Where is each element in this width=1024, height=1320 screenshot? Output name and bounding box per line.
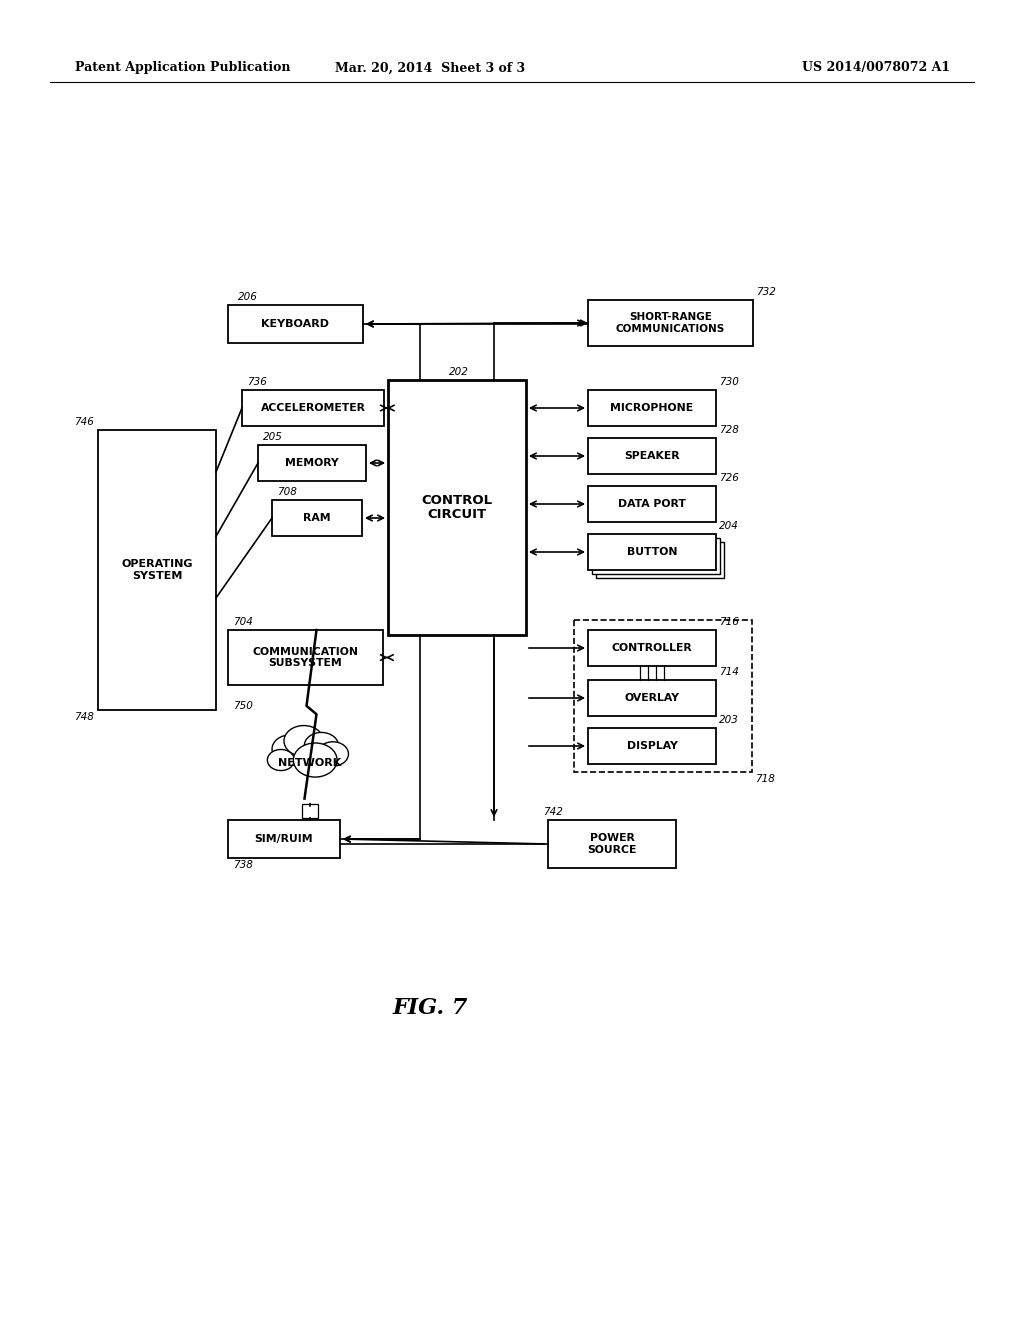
Text: 746: 746 (74, 417, 94, 426)
Ellipse shape (267, 750, 295, 771)
Text: 206: 206 (238, 292, 258, 302)
Text: 202: 202 (449, 367, 469, 378)
Bar (596, 543, 724, 578)
Bar (258, 445, 366, 480)
Bar (228, 630, 383, 685)
Text: 718: 718 (755, 774, 775, 784)
Ellipse shape (304, 733, 339, 759)
Ellipse shape (317, 742, 348, 766)
Text: 708: 708 (278, 487, 297, 498)
Text: 736: 736 (247, 378, 267, 387)
Text: BUTTON: BUTTON (627, 546, 677, 557)
Text: CONTROLLER: CONTROLLER (611, 643, 692, 653)
Text: 205: 205 (263, 432, 283, 442)
Ellipse shape (272, 735, 308, 763)
Bar (302, 804, 318, 818)
Bar (228, 305, 362, 343)
Text: SPEAKER: SPEAKER (625, 451, 680, 461)
Bar (588, 680, 716, 715)
Bar (388, 380, 526, 635)
Ellipse shape (284, 726, 324, 756)
Text: DATA PORT: DATA PORT (618, 499, 686, 510)
Bar (588, 630, 716, 667)
Bar (548, 820, 676, 869)
Text: NETWORK: NETWORK (279, 758, 342, 768)
Bar (588, 535, 716, 570)
Text: MICROPHONE: MICROPHONE (610, 403, 693, 413)
Text: US 2014/0078072 A1: US 2014/0078072 A1 (802, 62, 950, 74)
Text: SIM/RUIM: SIM/RUIM (255, 834, 313, 843)
Text: 204: 204 (719, 521, 739, 531)
Text: 714: 714 (719, 667, 739, 677)
Text: Mar. 20, 2014  Sheet 3 of 3: Mar. 20, 2014 Sheet 3 of 3 (335, 62, 525, 74)
Bar (588, 438, 716, 474)
Text: KEYBOARD: KEYBOARD (261, 319, 330, 329)
Text: 730: 730 (719, 378, 739, 387)
Text: 742: 742 (543, 807, 563, 817)
Text: OVERLAY: OVERLAY (625, 693, 680, 704)
Ellipse shape (293, 743, 337, 777)
Text: 728: 728 (719, 425, 739, 436)
Bar (98, 430, 216, 710)
Bar (574, 620, 752, 772)
Bar (228, 820, 340, 858)
Text: COMMUNICATION
SUBSYSTEM: COMMUNICATION SUBSYSTEM (253, 647, 358, 668)
Text: 732: 732 (756, 286, 776, 297)
Text: 704: 704 (233, 616, 253, 627)
Text: 738: 738 (233, 861, 253, 870)
Text: MEMORY: MEMORY (285, 458, 339, 469)
Bar (242, 389, 384, 426)
Text: CONTROL
CIRCUIT: CONTROL CIRCUIT (422, 494, 493, 521)
Bar (588, 389, 716, 426)
Text: OPERATING
SYSTEM: OPERATING SYSTEM (121, 560, 193, 581)
Text: SHORT-RANGE
COMMUNICATIONS: SHORT-RANGE COMMUNICATIONS (615, 313, 725, 334)
Text: 716: 716 (719, 616, 739, 627)
Text: FIG. 7: FIG. 7 (392, 997, 468, 1019)
Bar (588, 300, 753, 346)
Bar (592, 539, 720, 574)
Bar (588, 729, 716, 764)
Bar (272, 500, 362, 536)
Text: POWER
SOURCE: POWER SOURCE (588, 833, 637, 855)
Text: ACCELEROMETER: ACCELEROMETER (260, 403, 366, 413)
Bar (588, 486, 716, 521)
Text: RAM: RAM (303, 513, 331, 523)
Text: DISPLAY: DISPLAY (627, 741, 678, 751)
Text: 203: 203 (719, 715, 739, 725)
Text: Patent Application Publication: Patent Application Publication (75, 62, 291, 74)
Text: 726: 726 (719, 473, 739, 483)
Text: 748: 748 (74, 711, 94, 722)
Text: 750: 750 (233, 701, 253, 711)
